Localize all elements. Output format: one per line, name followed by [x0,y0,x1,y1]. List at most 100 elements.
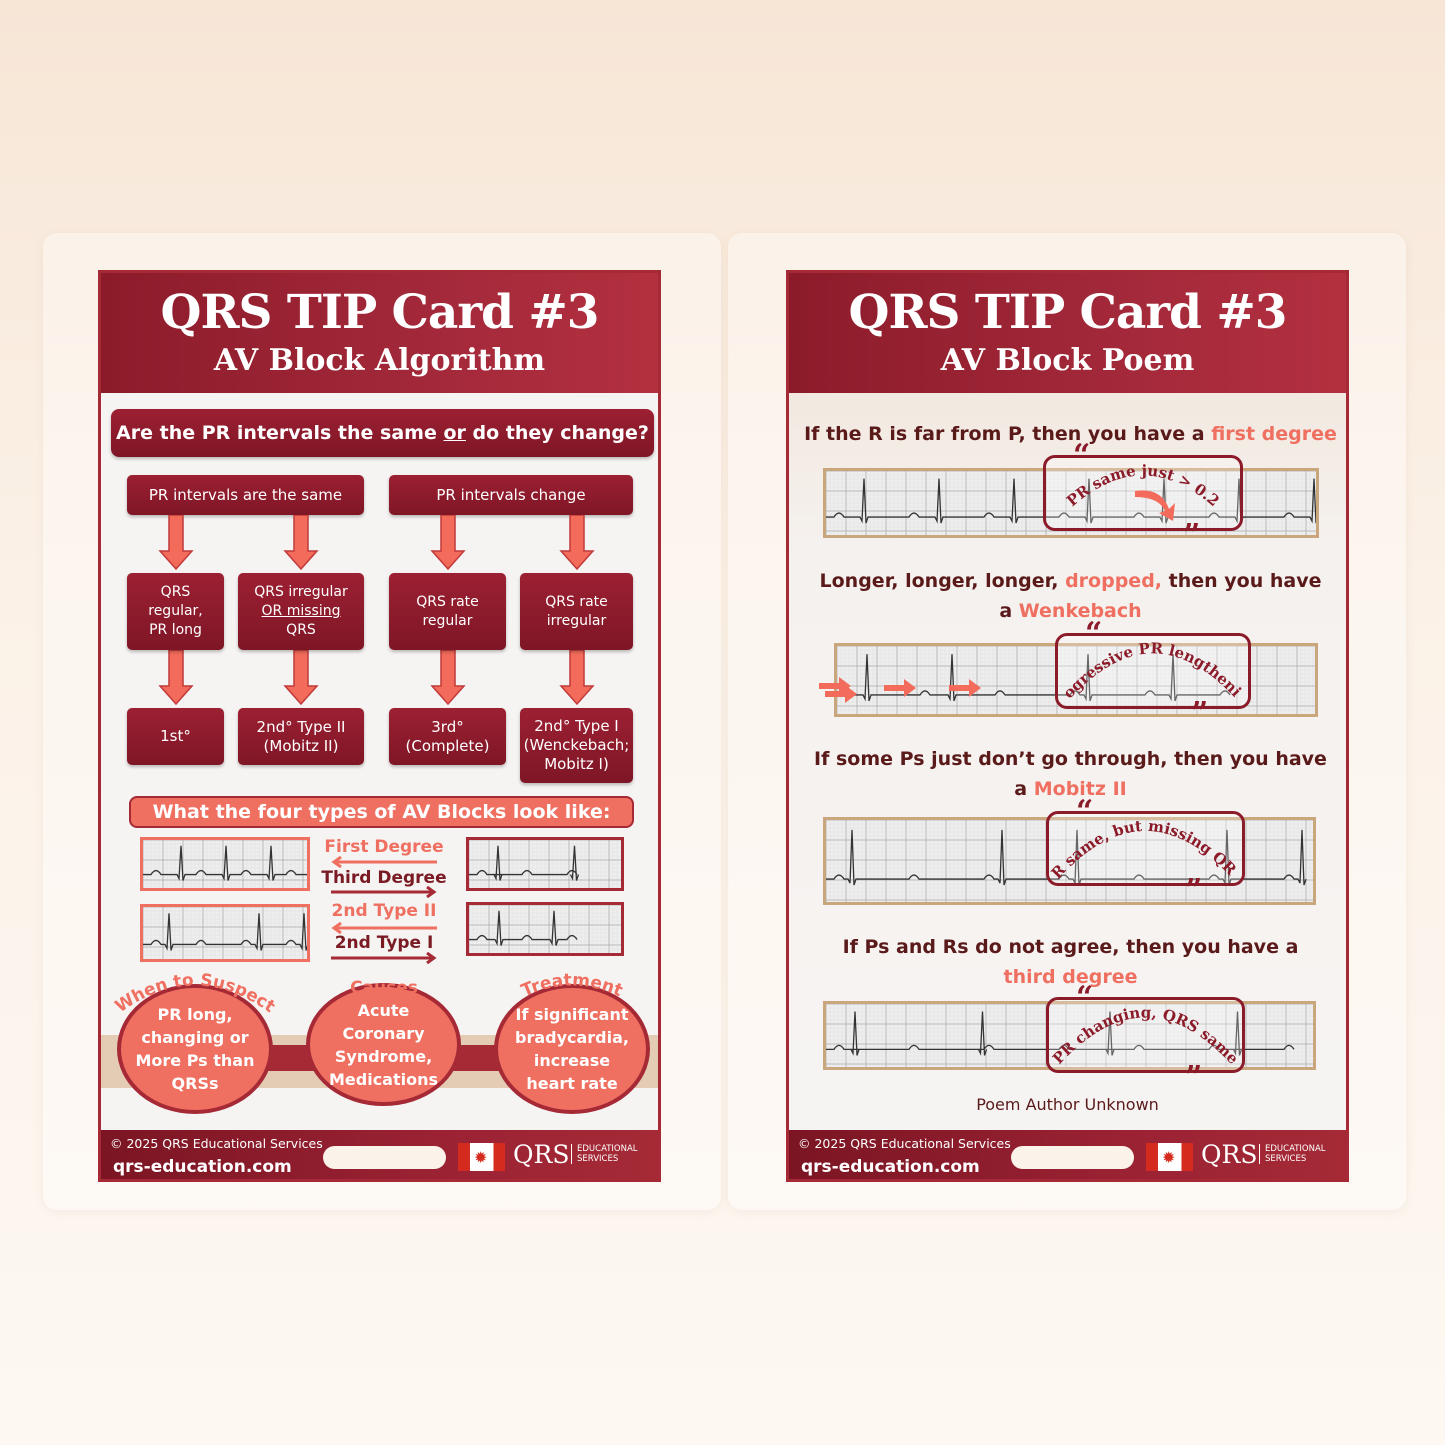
quote-text: Progressive PR lengthening [1049,619,1245,702]
branch-change: PR intervals change [389,475,633,515]
bubble-line: If significant [515,1005,629,1024]
ecg-third-degree [823,1001,1316,1070]
criteria-line: QRS irregular [254,584,348,600]
criteria-line: QRS rate [545,593,608,610]
bubble-title-path: Causes [350,978,418,998]
logo-sub-line: SERVICES [1265,1154,1307,1164]
ecg-mobitz-two [823,817,1316,905]
arrow-down-icon [558,650,595,706]
arrow-right-icon [331,886,437,898]
ecg-waveform [143,913,307,951]
bubble-line: heart rate [526,1074,618,1093]
open-quote-icon: “ [1085,616,1103,651]
copyright: © 2025 QRS Educational Services [798,1136,1011,1151]
bubble-title: Treatment [519,970,626,1001]
blank-pill [1011,1146,1134,1169]
criteria-line: QRS rate [416,593,479,610]
bubble-line: Syndrome, [334,1046,433,1066]
verse-highlight: first degree [1211,423,1337,445]
result-box: 1st° [127,708,224,765]
criteria-line: PR long [149,622,202,638]
bubble-line: More Ps than [135,1051,255,1070]
arrow-down-icon [429,650,466,706]
ecg-third-degree [466,837,624,891]
svg-text:PR same, but missing QRS’: PR same, but missing QRS’ [1040,797,1240,882]
criteria-box: QRS irregular OR missing QRS [238,573,364,650]
maple-leaf-icon: ✹ [474,1148,488,1167]
verse-text: Longer, longer, longer, [819,570,1066,592]
criteria-box: QRS rate regular [389,573,506,650]
ecg-grid [826,820,1313,902]
quote-text: PR same, but missing QRS’ [1040,797,1240,882]
ecg-wenckebach [834,643,1318,717]
close-quote-icon: ” [1185,1060,1203,1095]
ecg-waveform [469,910,578,947]
result-line: 2nd° Type I [534,717,619,735]
ecg-waveform [837,654,1231,702]
close-quote-icon: ” [1185,873,1203,908]
ecg-trace [143,840,307,888]
canada-flag-icon: ✹ [1146,1143,1193,1171]
close-quote-icon: ” [1191,696,1209,731]
open-quote-icon: “ [1073,438,1091,473]
verse-text: If some Ps just don’t go through, then y… [814,748,1327,770]
ecg-grid [469,905,621,953]
types-heading: What the four types of AV Blocks look li… [129,796,634,828]
ecg-grid [826,1004,1313,1067]
verse-3: If some Ps just don’t go through, then y… [799,744,1342,804]
verse-text: If the R is far from P, then you have a [804,423,1212,445]
ecg-grid [837,646,1315,714]
label-first-degree: First Degree [324,837,444,857]
ecg-trace [837,646,1315,714]
logo-sub-line: EDUCATIONAL [577,1144,638,1154]
bubble-line: bradycardia, [514,1028,629,1047]
bubble-title-path: When to Suspect [112,970,279,1017]
branch-same: PR intervals are the same [127,475,364,515]
criteria-line: OR missing [261,603,341,619]
svg-text:Progressive PR lengthening: Progressive PR lengthening [1049,619,1245,702]
arrow-left-icon [331,856,437,868]
qrs-logo: QRS [513,1140,570,1169]
arrow-down-icon [558,515,595,571]
result-line: (Mobitz II) [263,736,339,755]
bubble-line: changing or [141,1028,249,1047]
ecg-type-one [466,902,624,956]
criteria-line: regular [422,612,473,629]
question-text-end: do they change? [465,421,649,444]
card-footer: © 2025 QRS Educational Services qrs-educ… [101,1130,658,1179]
website-link[interactable]: qrs-education.com [801,1157,980,1177]
quote-text-path: PR same, but missing QRS’ [1040,797,1240,882]
criteria-box: QRS regular, PR long [127,573,224,650]
verse-1: If the R is far from P, then you have a … [799,419,1342,449]
result-line: 3rd° [431,717,464,736]
ecg-trace [469,905,621,953]
question-or: or [443,421,466,444]
result-line: Mobitz I) [544,755,609,773]
bubble-line: Medications [328,1069,439,1089]
svg-text:PR changing, QRS same: PR changing, QRS same [1049,1003,1242,1067]
criteria-line: irregular [546,612,607,629]
poem-author: Poem Author Unknown [976,1095,1159,1114]
quote-box [1046,811,1245,886]
verse-highlight: Wenkebach [1018,600,1142,622]
algorithm-card: QRS TIP Card #3 AV Block Algorithm Are t… [98,270,661,1182]
verse-2: Longer, longer, longer, dropped, then yo… [799,566,1342,626]
verse-highlight: dropped, [1065,570,1163,592]
canada-flag-icon: ✹ [458,1143,505,1171]
arrow-down-icon [157,650,194,706]
criteria-line: QRS [160,584,191,600]
arrow-right-icon [949,679,981,697]
quote-text-path: PR changing, QRS same [1049,1003,1242,1067]
verse-highlight: Mobitz II [1033,778,1127,800]
ecg-waveform [826,1011,1295,1056]
website-link[interactable]: qrs-education.com [113,1157,292,1177]
arrow-down-icon [283,515,319,571]
arrow-right-icon [819,677,851,695]
verse-4: If Ps and Rs do not agree, then you have… [799,932,1342,992]
arrow-down-icon [283,650,319,706]
verse-text: a [1014,778,1034,800]
card-header: QRS TIP Card #3 AV Block Poem [789,273,1346,393]
card-header: QRS TIP Card #3 AV Block Algorithm [101,273,658,393]
arrow-left-icon [331,922,437,934]
quote-text-path: Progressive PR lengthening [1049,619,1245,702]
